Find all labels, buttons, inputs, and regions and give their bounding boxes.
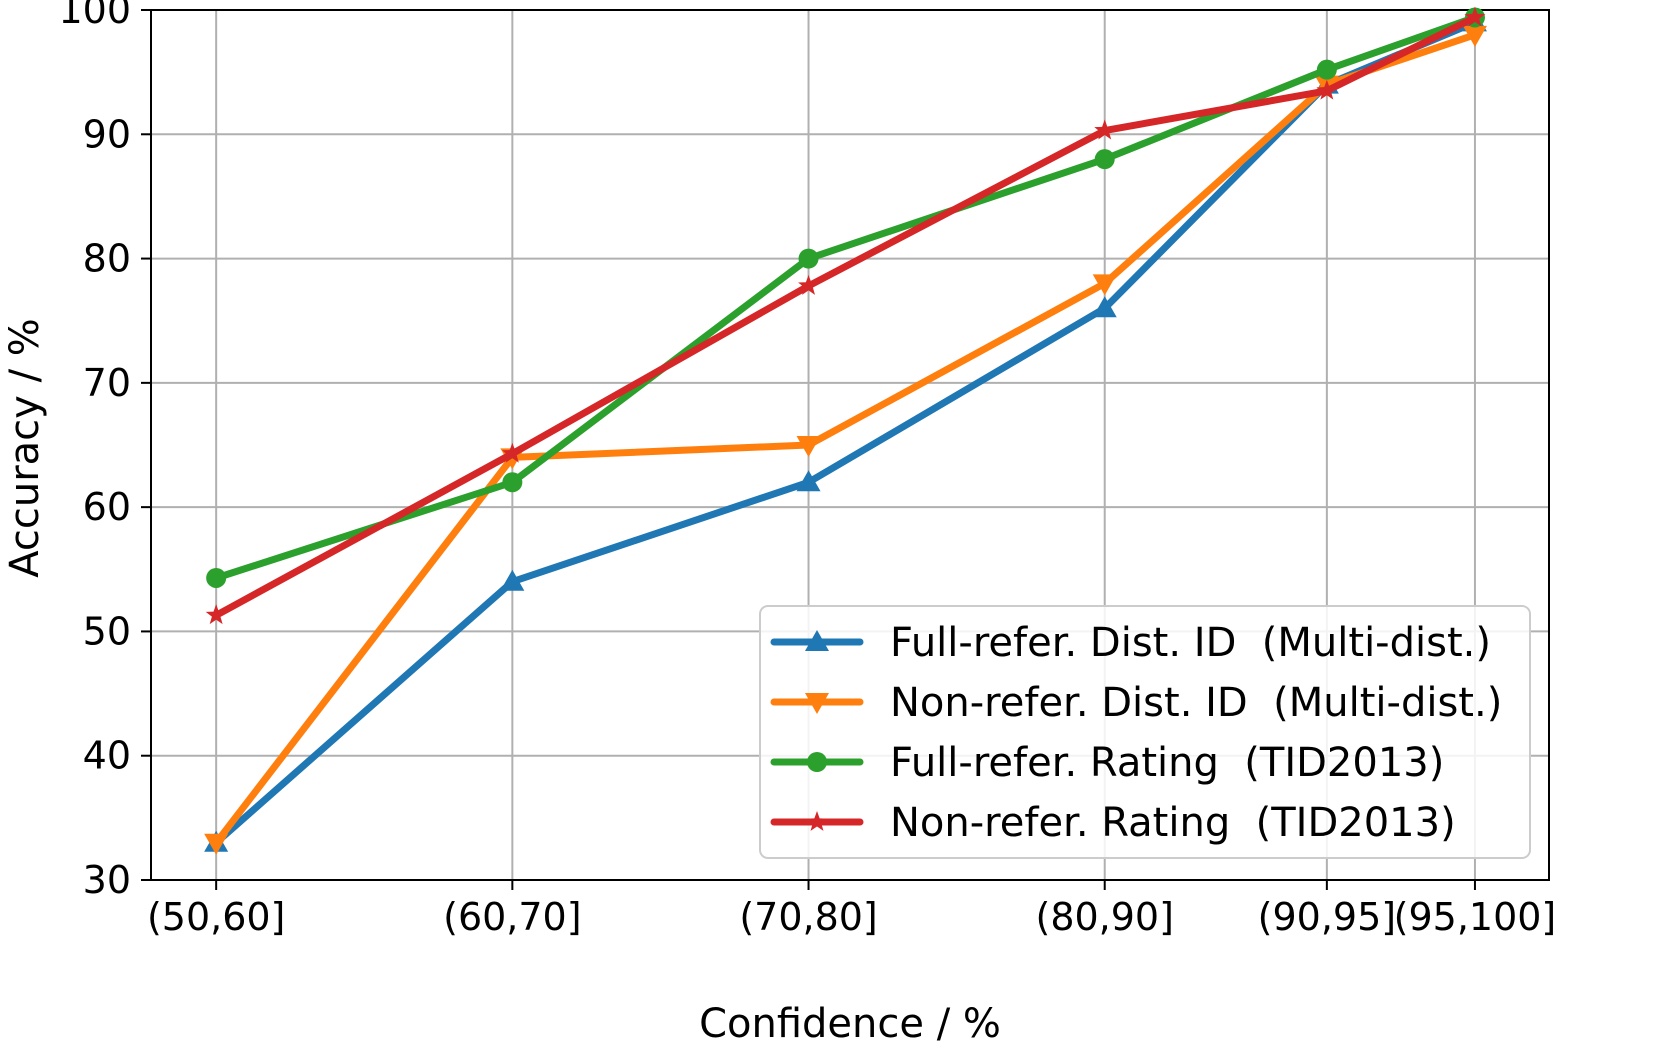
y-tick-label: 40 <box>83 734 131 778</box>
axes-layer: (50,60] (60,70] (70,80] (80,90] (90,95](95,1… <box>58 0 1556 939</box>
legend-label: Non-refer. Rating (TID2013) <box>890 800 1456 846</box>
legend-item: Full-refer. Dist. ID (Multi-dist.) <box>770 620 1491 666</box>
series-4 <box>205 6 1486 625</box>
y-tick-label: 80 <box>83 237 131 281</box>
data-point <box>1464 6 1486 27</box>
y-tick-label: 50 <box>83 609 131 653</box>
x-tick-label: (95,100] <box>1394 895 1557 939</box>
series-layer <box>204 6 1487 855</box>
data-point <box>501 442 523 463</box>
data-point <box>1316 79 1338 100</box>
data-point <box>796 436 821 457</box>
data-point <box>206 567 227 588</box>
legend-swatch-marker <box>807 752 827 772</box>
data-point <box>500 569 525 591</box>
data-point <box>1092 296 1117 318</box>
series-line <box>212 13 1479 619</box>
legend-label: Full-refer. Rating (TID2013) <box>890 740 1444 786</box>
y-tick-label: 30 <box>83 858 131 902</box>
data-point <box>798 248 819 269</box>
y-axis-title: Accuracy / % <box>2 318 48 578</box>
legend-item: Non-refer. Rating (TID2013) <box>770 800 1456 846</box>
y-tick-label: 70 <box>83 361 131 405</box>
legend-swatch-marker <box>805 630 829 651</box>
y-tick-label: 60 <box>83 485 131 529</box>
data-point <box>798 274 819 295</box>
legend-item: Non-refer. Dist. ID (Multi-dist.) <box>770 680 1502 726</box>
data-point <box>205 604 227 625</box>
legend-item: Full-refer. Rating (TID2013) <box>770 740 1444 786</box>
legend: Full-refer. Dist. ID (Multi-dist.) Non-re… <box>759 605 1531 859</box>
y-tick-label: 90 <box>83 112 131 156</box>
x-tick-label: (90,95] <box>1258 895 1396 939</box>
x-tick-label: (80,90] <box>1036 895 1174 939</box>
data-point <box>1094 119 1116 140</box>
data-point <box>1094 149 1115 170</box>
legend-label: Non-refer. Dist. ID (Multi-dist.) <box>890 680 1502 726</box>
legend-box <box>759 605 1531 859</box>
x-axis-title: Confidence / % <box>699 1001 1001 1047</box>
data-point <box>1092 274 1117 296</box>
data-point <box>1316 59 1337 80</box>
legend-swatch-marker <box>805 693 829 714</box>
data-point <box>204 833 229 855</box>
data-point <box>502 472 523 493</box>
x-tick-label: (50,60] <box>147 895 285 939</box>
y-tick-label: 100 <box>58 0 131 32</box>
data-point <box>796 470 821 492</box>
x-tick-label: (70,80] <box>739 895 877 939</box>
plot-frame <box>150 9 1550 881</box>
legend-label: Full-refer. Dist. ID (Multi-dist.) <box>890 620 1491 666</box>
data-point <box>1462 25 1487 47</box>
x-tick-label: (60,70] <box>443 895 581 939</box>
legend-swatch-marker <box>806 811 828 831</box>
